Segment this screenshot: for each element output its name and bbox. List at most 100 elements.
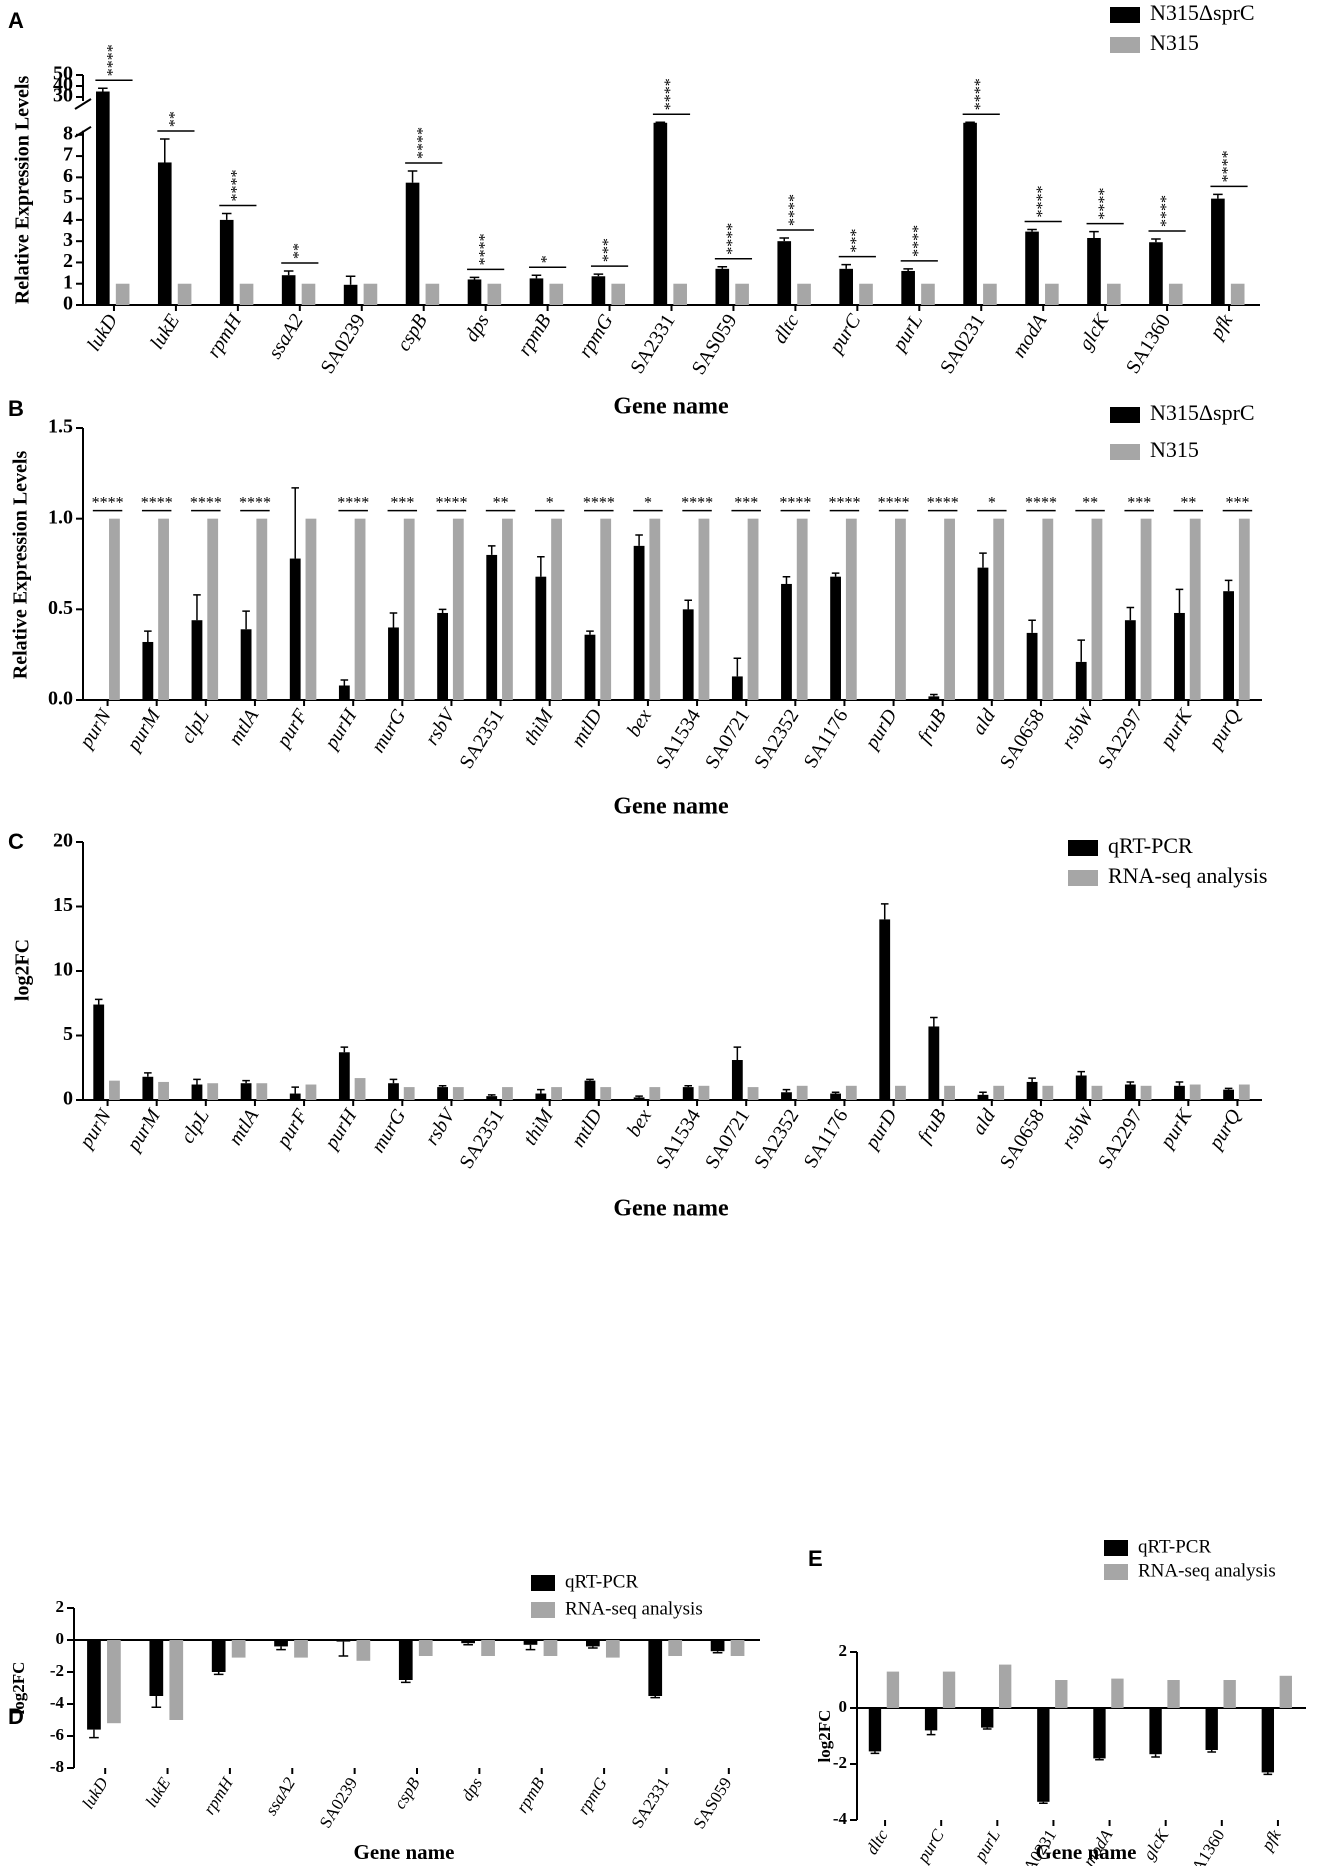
bar	[1042, 1085, 1054, 1100]
legend-label: qRT-PCR	[1108, 833, 1193, 858]
significance-label: ****	[681, 494, 713, 511]
bar	[981, 1708, 994, 1728]
error-bar	[1027, 228, 1037, 232]
bar	[418, 1640, 433, 1656]
error-bar	[276, 1646, 286, 1651]
error-bar	[407, 170, 418, 183]
x-tick-label: thiM	[519, 704, 558, 749]
x-tick-label: SA2351	[455, 1105, 508, 1172]
y-tick-label: -6	[50, 1725, 64, 1744]
bar	[158, 518, 169, 700]
error-bar	[831, 1091, 840, 1094]
y-tick-label: 40	[53, 74, 73, 96]
x-axis-title: Gene name	[613, 1196, 729, 1222]
error-bar	[89, 1729, 99, 1739]
x-axis-title: Gene name	[1036, 1840, 1137, 1864]
error-bar	[151, 1696, 162, 1708]
error-bar	[487, 545, 496, 555]
bar	[921, 283, 935, 305]
y-tick-label: 0	[839, 1697, 848, 1716]
bar	[682, 1087, 694, 1100]
bar	[87, 1640, 101, 1730]
bar	[157, 162, 172, 305]
significance-label: ****	[828, 494, 860, 511]
legend-label: qRT-PCR	[565, 1571, 638, 1592]
x-tick-label: rsbW	[1057, 703, 1099, 752]
x-tick-label: SA0658	[996, 705, 1049, 772]
bar	[96, 91, 110, 306]
x-tick-label: murG	[367, 705, 411, 757]
y-axis-title: Relative Expression Levels	[12, 76, 34, 305]
error-bar	[1126, 1081, 1135, 1085]
significance-label: ****	[878, 494, 910, 511]
x-tick-label: SA2297	[1094, 1105, 1147, 1172]
bar	[289, 1093, 301, 1100]
x-tick-label: modA	[1008, 310, 1052, 362]
y-tick-label: 8	[63, 122, 73, 144]
error-bar	[531, 274, 542, 279]
y-tick-label: 10	[53, 959, 73, 981]
bar	[338, 685, 350, 700]
error-bar	[340, 1046, 349, 1053]
error-bar	[438, 608, 447, 613]
bar	[781, 1092, 792, 1100]
bar	[343, 284, 358, 305]
bar	[274, 1640, 288, 1647]
error-bar	[193, 594, 201, 621]
bar	[115, 283, 130, 305]
error-bar	[1028, 1077, 1036, 1082]
bar	[240, 629, 252, 700]
y-tick-label: 0	[63, 1088, 73, 1110]
error-bar	[1151, 1754, 1160, 1758]
x-tick-label: purF	[271, 1105, 312, 1153]
x-tick-label: ssaA2	[261, 1774, 299, 1819]
bar	[452, 1087, 464, 1100]
significance-label: ****	[414, 127, 431, 159]
significance-label: ****	[910, 225, 927, 257]
bar	[502, 518, 513, 700]
x-tick-label: SA2352	[750, 705, 803, 772]
error-bar	[903, 268, 913, 271]
bar	[649, 1087, 661, 1100]
x-tick-label: SA1176	[800, 1105, 853, 1172]
y-tick-label: 6	[63, 165, 73, 187]
y-tick-label: -2	[50, 1661, 64, 1680]
error-bar	[782, 1088, 791, 1093]
bar	[830, 1093, 841, 1100]
bar	[301, 283, 316, 305]
error-bar	[340, 679, 349, 686]
legend-swatch	[1110, 444, 1140, 460]
x-tick-label: pfk	[1204, 309, 1237, 344]
error-bar	[712, 1651, 723, 1654]
bar	[1140, 1085, 1152, 1100]
bar	[1124, 1084, 1136, 1100]
legend-label: N315ΔsprC	[1150, 400, 1255, 425]
x-tick-label: rpmB	[512, 1774, 548, 1817]
error-bar	[389, 612, 398, 628]
bar	[239, 283, 254, 305]
y-tick-label: -8	[50, 1757, 64, 1776]
significance-label: ***	[1225, 494, 1249, 511]
bar	[461, 1640, 475, 1644]
x-tick-label: purM	[122, 1104, 166, 1156]
x-tick-label: SAS059	[688, 310, 742, 378]
error-bar	[389, 1078, 398, 1084]
significance-label: **	[493, 494, 509, 511]
bar	[535, 576, 547, 700]
error-bar	[930, 693, 938, 697]
x-tick-label: purN	[74, 704, 116, 754]
bar	[240, 1083, 252, 1100]
bar	[207, 1083, 219, 1100]
significance-label: **	[1082, 494, 1098, 511]
bar	[1075, 1075, 1087, 1100]
bar	[551, 518, 562, 700]
significance-label: ****	[92, 494, 124, 511]
bar	[142, 1076, 154, 1100]
bar	[1025, 231, 1039, 305]
y-tick-label: 2	[63, 250, 73, 272]
error-bar	[1213, 193, 1223, 199]
x-tick-label: purK	[1155, 1104, 1197, 1154]
significance-label: ****	[927, 494, 959, 511]
bar	[963, 122, 977, 305]
bar	[405, 182, 420, 305]
